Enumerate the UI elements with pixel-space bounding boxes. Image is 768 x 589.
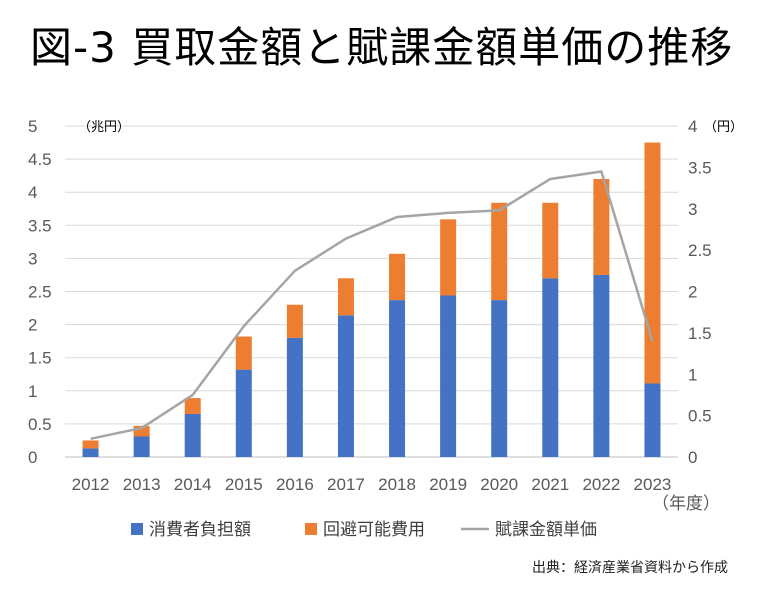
chart-title: 図-3 買取金額と賦課金額単価の推移 xyxy=(30,23,734,72)
x-tick-label: 2023 xyxy=(634,475,672,494)
right-axis-unit-label: （円） xyxy=(704,120,743,135)
x-tick-label: 2021 xyxy=(531,475,569,494)
legend-consumer-label: 消費者負担額 xyxy=(149,520,251,540)
bar-avoidable xyxy=(389,253,406,301)
right-tick-label: 3.5 xyxy=(688,158,712,177)
bar-consumer xyxy=(491,300,508,457)
right-tick-label: 3 xyxy=(688,200,697,219)
tick-labels: 0 0.5 1 1.5 2 2.5 3 3.5 4 4.5 5 0 0.5 1 1.5 2 2.5 3 3.5 4 20… xyxy=(28,117,712,494)
left-tick-label: 1 xyxy=(28,382,37,401)
right-tick-label: 2 xyxy=(688,283,697,302)
bar-consumer xyxy=(235,369,252,457)
legend-consumer: 消費者負担額 xyxy=(131,520,251,540)
left-tick-label: 3 xyxy=(28,249,37,268)
bar-consumer xyxy=(82,448,99,457)
right-tick-label: 1.5 xyxy=(688,324,712,343)
x-axis-label: （年度） xyxy=(652,494,720,513)
bar-consumer xyxy=(184,413,201,457)
bar-consumer xyxy=(644,383,661,457)
bar-avoidable xyxy=(440,219,457,296)
unit-price-line xyxy=(90,170,654,441)
bar-avoidable xyxy=(184,398,201,414)
right-tick-label: 0.5 xyxy=(688,407,712,426)
bar-avoidable xyxy=(337,278,354,316)
left-tick-label: 2.5 xyxy=(28,283,52,302)
bar-avoidable xyxy=(491,202,508,301)
x-tick-label: 2015 xyxy=(225,475,263,494)
left-tick-label: 0.5 xyxy=(28,415,52,434)
bar-consumer xyxy=(286,337,303,457)
legend-avoidable: 回避可能費用 xyxy=(305,520,425,540)
legend-avoidable-label: 回避可能費用 xyxy=(323,520,425,540)
bar-avoidable xyxy=(593,178,610,275)
bar-avoidable xyxy=(82,440,99,449)
x-tick-label: 2022 xyxy=(582,475,620,494)
bar-avoidable xyxy=(644,142,661,384)
bar-avoidable xyxy=(286,304,303,338)
right-tick-label: 1 xyxy=(688,365,697,384)
legend-unit-price-label: 賦課金額単価 xyxy=(495,520,597,540)
source-note: 出典：経済産業省資料から作成 xyxy=(532,560,728,576)
left-tick-label: 5 xyxy=(28,117,37,136)
bar-avoidable xyxy=(542,202,559,279)
x-tick-label: 2018 xyxy=(378,475,416,494)
bar-avoidable xyxy=(235,336,252,370)
right-tick-label: 0 xyxy=(688,448,697,467)
x-tick-label: 2012 xyxy=(72,475,110,494)
legend-consumer-swatch xyxy=(131,523,143,535)
right-tick-label: 4 xyxy=(688,117,697,136)
left-tick-label: 1.5 xyxy=(28,349,52,368)
bar-consumer xyxy=(593,274,610,457)
left-tick-label: 4 xyxy=(28,183,37,202)
bar-consumer xyxy=(337,315,354,457)
bar-consumer xyxy=(440,295,457,457)
bar-consumer xyxy=(133,436,150,457)
bars xyxy=(82,142,661,457)
bar-avoidable xyxy=(133,425,150,437)
x-tick-label: 2014 xyxy=(174,475,212,494)
x-tick-label: 2017 xyxy=(327,475,365,494)
unit-price-polyline xyxy=(90,170,654,441)
x-tick-label: 2016 xyxy=(276,475,314,494)
legend: 消費者負担額 回避可能費用 賦課金額単価 xyxy=(131,520,597,540)
left-tick-label: 0 xyxy=(28,448,37,467)
bar-consumer xyxy=(542,278,559,457)
right-tick-label: 2.5 xyxy=(688,241,712,260)
x-tick-label: 2020 xyxy=(480,475,518,494)
bar-consumer xyxy=(389,300,406,457)
left-axis-unit-label: （兆円） xyxy=(78,120,130,135)
x-tick-label: 2019 xyxy=(429,475,467,494)
gridlines xyxy=(65,125,678,458)
legend-unit-price: 賦課金額単価 xyxy=(461,520,597,540)
x-tick-label: 2013 xyxy=(123,475,161,494)
left-tick-label: 3.5 xyxy=(28,216,52,235)
left-tick-label: 4.5 xyxy=(28,150,52,169)
left-tick-label: 2 xyxy=(28,316,37,335)
legend-avoidable-swatch xyxy=(305,523,317,535)
